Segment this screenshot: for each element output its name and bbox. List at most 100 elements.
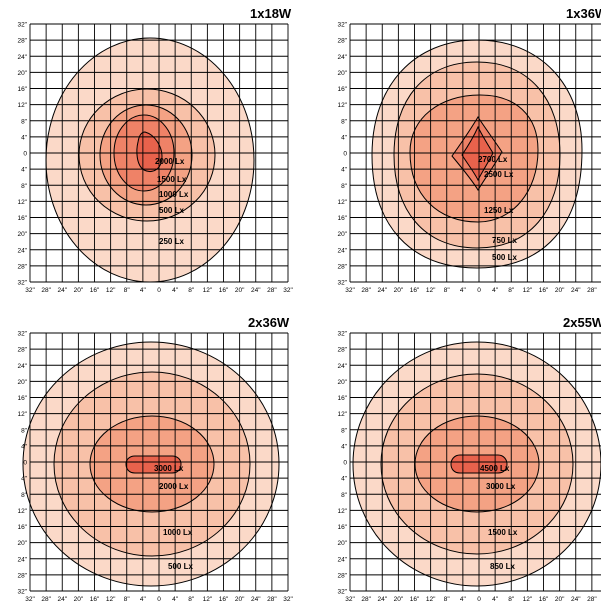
y-tick-label: 4" bbox=[341, 134, 348, 141]
y-axis-ticks: 32" 28" 24" 20" 16" 12" 8" 4" 0 4" 8" 12" 16" 20" 24" 2… bbox=[17, 331, 27, 596]
y-tick-label: 16" bbox=[17, 86, 27, 93]
x-tick-label: 24" bbox=[571, 596, 581, 603]
x-tick-label: 28" bbox=[41, 596, 51, 603]
y-tick-label: 32" bbox=[337, 22, 347, 29]
x-tick-label: 28" bbox=[267, 596, 277, 603]
x-tick-label: 8" bbox=[444, 596, 451, 603]
contours bbox=[22, 341, 280, 587]
y-tick-label: 4" bbox=[341, 167, 348, 174]
x-tick-label: 12" bbox=[426, 287, 436, 294]
x-tick-label: 32" bbox=[283, 287, 293, 294]
isolux-panel-2x36w: 2x36W 32" 28" 24" 20" 16" 12" 8" 4" 0 4" 8" 12" 16" 2… bbox=[0, 309, 300, 609]
y-tick-label: 12" bbox=[17, 199, 27, 206]
contour-label: 2500 Lx bbox=[484, 170, 514, 179]
y-tick-label: 0 bbox=[343, 151, 347, 158]
x-tick-label: 0 bbox=[477, 596, 481, 603]
contour-label: 500 Lx bbox=[159, 206, 184, 215]
y-tick-label: 8" bbox=[21, 427, 28, 434]
y-tick-label: 20" bbox=[17, 70, 27, 77]
y-tick-label: 8" bbox=[21, 118, 28, 125]
y-tick-label: 32" bbox=[17, 22, 27, 29]
x-tick-label: 16" bbox=[410, 287, 420, 294]
contour-label: 750 Lx bbox=[492, 236, 517, 245]
y-tick-label: 28" bbox=[17, 38, 27, 45]
x-tick-label: 20" bbox=[74, 596, 84, 603]
contour-label: 1500 Lx bbox=[157, 175, 187, 184]
x-tick-label: 20" bbox=[555, 596, 565, 603]
y-tick-label: 24" bbox=[337, 54, 347, 61]
y-tick-label: 12" bbox=[337, 411, 347, 418]
y-tick-label: 16" bbox=[337, 395, 347, 402]
y-tick-label: 4" bbox=[21, 134, 28, 141]
x-tick-label: 4" bbox=[172, 287, 179, 294]
x-tick-label: 28" bbox=[361, 596, 371, 603]
x-tick-label: 0 bbox=[477, 287, 481, 294]
y-tick-label: 0 bbox=[343, 460, 347, 467]
x-tick-label: 20" bbox=[235, 287, 245, 294]
x-tick-label: 4" bbox=[492, 596, 499, 603]
y-axis-ticks: 32" 28" 24" 20" 16" 12" 8" 4" 0 4" 8" 12" 16" 20" 24" 2… bbox=[337, 331, 347, 596]
y-tick-label: 16" bbox=[337, 524, 347, 531]
x-tick-label: 12" bbox=[203, 596, 213, 603]
y-tick-label: 32" bbox=[337, 589, 347, 596]
y-tick-label: 20" bbox=[337, 379, 347, 386]
panel-title: 2x36W bbox=[248, 315, 290, 330]
y-tick-label: 16" bbox=[17, 215, 27, 222]
y-tick-label: 16" bbox=[17, 524, 27, 531]
y-tick-label: 28" bbox=[17, 572, 27, 579]
x-tick-label: 32" bbox=[345, 596, 355, 603]
isolux-panel-1x36w: 1x36W 32" 28" 24" 20" 16" 12" 8" 4" 0 4" 8" 12" 16" 2… bbox=[320, 0, 601, 300]
x-tick-label: 28" bbox=[267, 287, 277, 294]
x-tick-label: 32" bbox=[283, 596, 293, 603]
y-axis-ticks: 32" 28" 24" 20" 16" 12" 8" 4" 0 4" 8" 12" 16" 20" 24" 2… bbox=[337, 22, 347, 287]
x-tick-label: 16" bbox=[219, 287, 229, 294]
y-tick-label: 24" bbox=[17, 247, 27, 254]
y-tick-label: 28" bbox=[17, 263, 27, 270]
x-tick-label: 4" bbox=[492, 287, 499, 294]
x-tick-label: 32" bbox=[25, 596, 35, 603]
y-tick-label: 16" bbox=[337, 215, 347, 222]
y-tick-label: 20" bbox=[17, 231, 27, 238]
y-tick-label: 12" bbox=[337, 508, 347, 515]
grid bbox=[349, 23, 601, 283]
y-tick-label: 24" bbox=[17, 54, 27, 61]
x-tick-label: 4" bbox=[460, 287, 467, 294]
x-axis-ticks: 32" 28" 24" 20" 16" 12" 8" 4" 0 4" 8" 12" 16" 20" 24" 2… bbox=[25, 287, 293, 294]
grid bbox=[29, 23, 289, 283]
x-axis-ticks: 32" 28" 24" 20" 16" 12" 8" 4" 0 4" 8" 12" 16" 20" 24" 2… bbox=[345, 287, 597, 294]
y-tick-label: 12" bbox=[17, 102, 27, 109]
y-tick-label: 24" bbox=[337, 363, 347, 370]
x-tick-label: 8" bbox=[508, 287, 515, 294]
grid bbox=[29, 332, 289, 592]
x-tick-label: 4" bbox=[460, 596, 467, 603]
isolux-panel-2x55w: 2x55W 32" 28" 24" 20" 16" 12" 8" 4" 0 4" 8" 12" 16" 2… bbox=[320, 309, 601, 609]
y-tick-label: 12" bbox=[337, 102, 347, 109]
x-tick-label: 28" bbox=[361, 287, 371, 294]
x-tick-label: 16" bbox=[90, 287, 100, 294]
y-tick-label: 32" bbox=[337, 331, 347, 338]
contour-label: 4500 Lx bbox=[480, 464, 510, 473]
x-tick-label: 8" bbox=[444, 287, 451, 294]
x-tick-label: 8" bbox=[508, 596, 515, 603]
x-tick-label: 24" bbox=[377, 596, 387, 603]
y-tick-label: 20" bbox=[17, 540, 27, 547]
contour-label: 2000 Lx bbox=[159, 482, 189, 491]
panel-title: 2x55W bbox=[563, 315, 601, 330]
y-tick-label: 8" bbox=[341, 183, 348, 190]
x-tick-label: 8" bbox=[188, 287, 195, 294]
y-tick-label: 4" bbox=[21, 167, 28, 174]
contour-label: 850 Lx bbox=[490, 562, 515, 571]
x-tick-label: 24" bbox=[57, 596, 67, 603]
y-tick-label: 20" bbox=[337, 231, 347, 238]
x-tick-label: 20" bbox=[555, 287, 565, 294]
x-tick-label: 8" bbox=[124, 287, 131, 294]
y-tick-label: 8" bbox=[341, 492, 348, 499]
contour-label: 1500 Lx bbox=[488, 528, 518, 537]
y-tick-label: 28" bbox=[17, 347, 27, 354]
y-tick-label: 16" bbox=[337, 86, 347, 93]
y-tick-label: 12" bbox=[17, 508, 27, 515]
x-tick-label: 32" bbox=[25, 287, 35, 294]
x-tick-label: 24" bbox=[57, 287, 67, 294]
x-axis-ticks: 32" 28" 24" 20" 16" 12" 8" 4" 0 4" 8" 12" 16" 20" 24" 2… bbox=[25, 596, 293, 603]
y-tick-label: 12" bbox=[17, 411, 27, 418]
